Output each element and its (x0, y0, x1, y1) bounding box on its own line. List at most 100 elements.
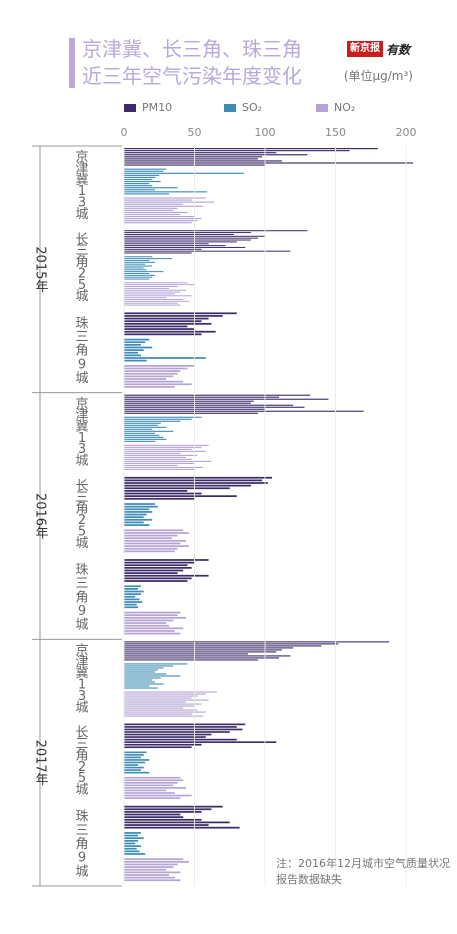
bar-pm10 (124, 312, 237, 315)
bar-pm10 (124, 818, 202, 821)
region-label-char: 9 (78, 357, 86, 372)
bar-pm10 (124, 243, 209, 245)
bar-so2 (124, 176, 156, 179)
bar-pm10 (124, 647, 294, 649)
bar-pm10 (124, 479, 263, 482)
bar-no2 (124, 624, 170, 627)
region-label-char: 城 (75, 618, 88, 633)
bar-pm10 (124, 396, 280, 398)
bar-so2 (124, 669, 158, 671)
bar-so2 (124, 681, 156, 683)
region-label-char: 三 (75, 823, 88, 838)
legend-label-so2: SO₂ (242, 101, 263, 114)
bar-pm10 (124, 152, 277, 154)
region-label-char: 2 (78, 513, 86, 528)
bar-so2 (124, 426, 167, 428)
bar-pm10 (124, 252, 192, 254)
region-label-char: 1 (78, 184, 86, 199)
bar-pm10 (124, 402, 251, 404)
bar-pm10 (124, 559, 209, 561)
region-label-char: 城 (75, 864, 88, 879)
bar-no2 (124, 705, 195, 707)
bar-pm10 (124, 400, 254, 402)
bar-pm10 (124, 150, 350, 152)
bar-pm10 (124, 811, 202, 813)
bar-so2 (124, 180, 161, 183)
bar-pm10 (124, 813, 181, 816)
legend-item-no2: NO₂ (316, 101, 355, 114)
bar-pm10 (124, 497, 195, 500)
region-label-char: 城 (75, 207, 88, 222)
bar-so2 (124, 764, 139, 766)
bar-pm10 (124, 398, 329, 400)
bar-no2 (124, 713, 192, 715)
bar-so2 (124, 683, 164, 685)
region-label-char: 5 (78, 524, 86, 539)
bar-so2 (124, 685, 150, 687)
legend-swatch-no2 (316, 103, 328, 112)
bar-so2 (124, 263, 146, 265)
bar-pm10 (124, 657, 280, 659)
region-label-char: 1 (78, 678, 86, 693)
bar-so2 (124, 261, 156, 263)
bar-so2 (124, 170, 164, 172)
bar-no2 (124, 444, 209, 446)
bar-so2 (124, 585, 141, 588)
x-tick-label-0: 0 (121, 126, 128, 139)
region-label-char: 5 (78, 278, 86, 293)
bar-pm10 (124, 564, 188, 567)
bar-so2 (124, 665, 174, 667)
bar-so2 (124, 183, 150, 185)
bar-no2 (124, 701, 187, 703)
bar-so2 (124, 272, 150, 274)
region-label-char: 津 (75, 161, 88, 176)
bar-pm10 (124, 158, 258, 160)
chart-title: 京津冀、长三角、珠三角 近三年空气污染年度变化 (82, 36, 302, 90)
legend-swatch-pm10 (124, 103, 136, 112)
bar-no2 (124, 205, 203, 207)
bar-no2 (124, 458, 192, 460)
legend-label-no2: NO₂ (334, 101, 356, 114)
bar-so2 (124, 189, 156, 191)
legend-item-so2: SO₂ (224, 101, 262, 114)
legend-label-pm10: PM10 (142, 101, 173, 114)
bar-no2 (124, 287, 170, 289)
bar-pm10 (124, 736, 206, 738)
bar-no2 (124, 197, 206, 199)
bar-so2 (124, 603, 137, 606)
bar-no2 (124, 209, 174, 211)
region-label-char: 角 (75, 255, 88, 270)
bar-so2 (124, 274, 156, 276)
region-label-char: 9 (78, 851, 86, 866)
bar-no2 (124, 695, 198, 697)
bar-so2 (124, 168, 167, 170)
region-label-char: 1 (78, 431, 86, 446)
bar-so2 (124, 505, 158, 508)
bar-pm10 (124, 738, 237, 741)
bar-no2 (124, 220, 198, 222)
year-label-0: 2015年 (33, 246, 49, 293)
bar-pm10 (124, 237, 258, 239)
bar-so2 (124, 422, 161, 424)
bar-no2 (124, 697, 192, 699)
legend: PM10 SO₂ NO₂ (124, 101, 424, 115)
bar-pm10 (124, 230, 308, 232)
bar-pm10 (124, 162, 414, 164)
bar-no2 (124, 874, 170, 876)
bar-no2 (124, 868, 167, 871)
bar-so2 (124, 754, 144, 756)
region-label-char: 城 (75, 289, 88, 304)
chart-title-line1: 京津冀、长三角、珠三角 (82, 37, 302, 61)
bar-no2 (124, 375, 174, 378)
bar-pm10 (124, 577, 192, 580)
bar-so2 (124, 193, 170, 195)
bar-so2 (124, 346, 153, 349)
bar-so2 (124, 759, 150, 761)
bar-no2 (124, 614, 178, 617)
region-label-char: 城 (75, 371, 88, 386)
bar-so2 (124, 687, 158, 689)
unit-label: (单位μg/m³) (343, 69, 413, 83)
bar-no2 (124, 547, 178, 550)
bar-so2 (124, 588, 139, 590)
